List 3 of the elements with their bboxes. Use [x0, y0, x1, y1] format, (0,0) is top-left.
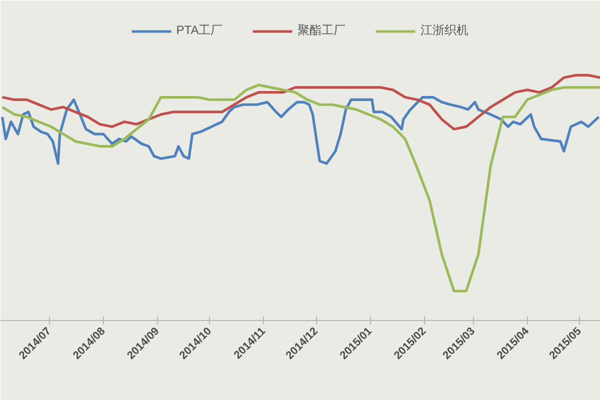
legend-label: PTA工厂 [176, 22, 223, 39]
legend-label: 聚酯工厂 [298, 22, 346, 39]
legend-label: 江浙织机 [420, 22, 469, 39]
